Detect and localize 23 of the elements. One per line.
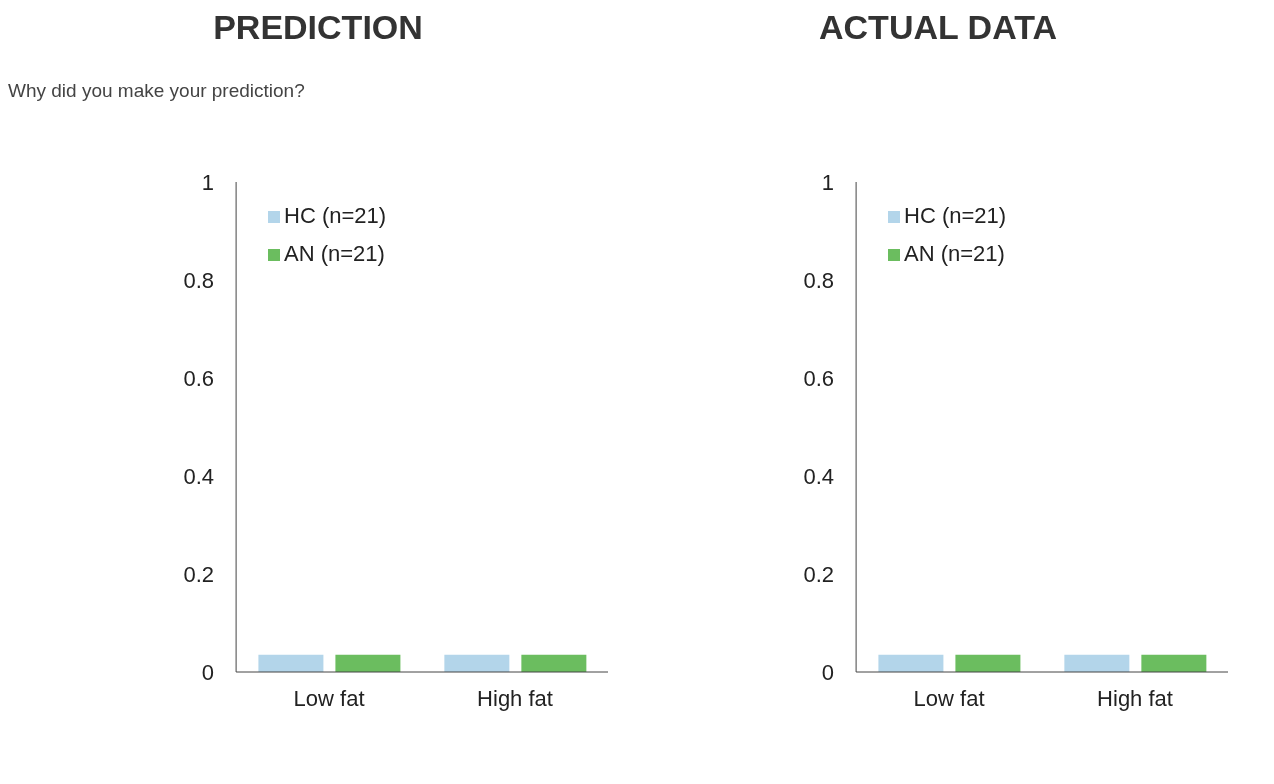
x-tick-label: High fat bbox=[477, 685, 553, 711]
y-tick-label: 0.2 bbox=[803, 561, 835, 587]
x-tick-label: Low fat bbox=[913, 685, 985, 711]
y-tick-label: 0.6 bbox=[803, 365, 835, 391]
text: Why did you make your prediction? bbox=[8, 80, 305, 101]
legend-label: AN (n=21) bbox=[904, 241, 1005, 266]
x-tick-label: Low fat bbox=[293, 685, 365, 711]
legend-label: AN (n=21) bbox=[284, 241, 385, 266]
y-tick-label: 1 bbox=[201, 169, 215, 195]
y-tick-label: 0.2 bbox=[183, 561, 215, 587]
y-tick-label: 0.8 bbox=[803, 267, 835, 293]
y-tick-label: 0 bbox=[201, 659, 215, 685]
x-tick-label: High fat bbox=[1097, 685, 1173, 711]
y-tick-label: 0.4 bbox=[183, 463, 215, 489]
y-tick-label: 1 bbox=[821, 169, 835, 195]
y-tick-label: 0.4 bbox=[803, 463, 835, 489]
chart-title: ACTUAL DATA bbox=[818, 8, 1058, 48]
legend-label: HC (n=21) bbox=[284, 203, 387, 228]
y-tick-label: 0 bbox=[821, 659, 835, 685]
chart-title: PREDICTION bbox=[212, 8, 424, 48]
y-tick-label: 0.6 bbox=[183, 365, 215, 391]
legend-label: HC (n=21) bbox=[904, 203, 1007, 228]
y-tick-label: 0.8 bbox=[183, 267, 215, 293]
